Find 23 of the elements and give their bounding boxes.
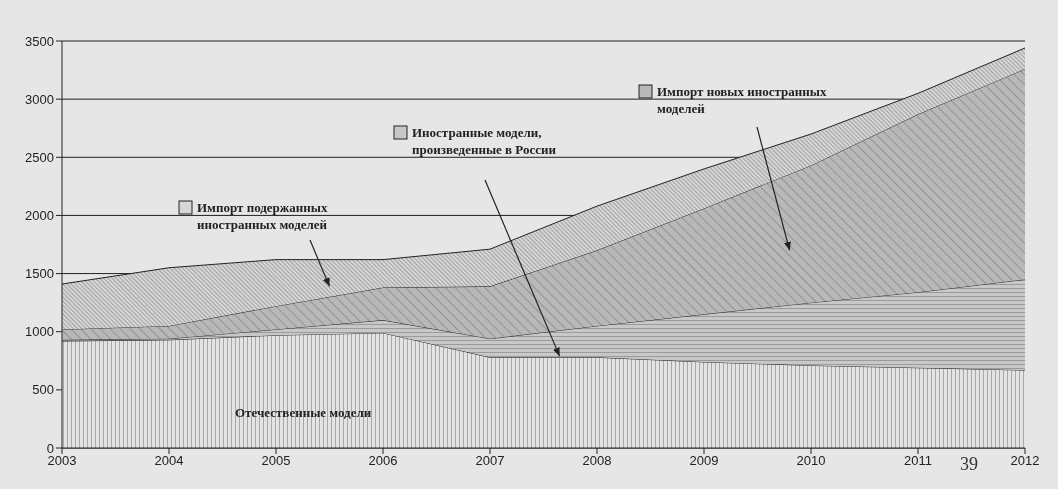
x-tick-label: 2010 [796, 453, 826, 469]
x-tick-label: 2006 [368, 453, 398, 469]
x-tick-label: 2009 [689, 453, 719, 469]
legend-label: Импорт подержанных иностранных моделей [197, 200, 328, 232]
y-tick-label: 2500 [25, 149, 54, 165]
text: 39 [960, 454, 978, 474]
y-tick-label: 0 [46, 440, 54, 456]
y-tick-label: 3500 [25, 33, 54, 49]
y-tick-label: 2000 [25, 208, 54, 224]
series-label: Отечественные модели [235, 405, 372, 420]
legend-label: Импорт новых иностранных моделей [657, 84, 827, 116]
x-tick-label: 2008 [582, 453, 612, 469]
x-tick-label: 2011 [904, 453, 932, 469]
x-tick-label: 2012 [1010, 453, 1040, 469]
x-tick-label: 2004 [154, 453, 184, 469]
y-tick-label: 500 [32, 382, 54, 398]
y-tick-label: 1500 [25, 266, 54, 282]
x-tick-label: 2003 [47, 453, 77, 469]
y-tick-label: 3000 [25, 91, 54, 107]
y-tick-label: 1000 [25, 324, 54, 340]
x-tick-label: 2007 [475, 453, 505, 469]
legend-label: Иностранные модели, произведенные в России [412, 125, 557, 157]
x-tick-label: 2005 [261, 453, 291, 469]
